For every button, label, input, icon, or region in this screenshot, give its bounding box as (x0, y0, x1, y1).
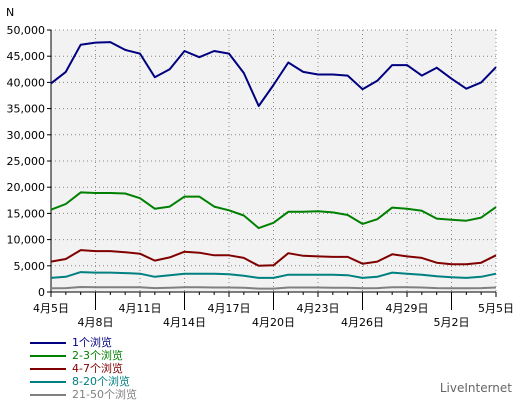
series-line-3 (50, 249, 497, 267)
legend-swatch (30, 355, 66, 357)
y-tick-label: 30,000 (7, 129, 46, 142)
line-chart: N 0 5,000 10,000 15,000 20,000 25,000 30,000 35… (6, 6, 514, 329)
x-tick-label: 4月14日 (163, 316, 206, 329)
y-tick-label: 25,000 (7, 155, 46, 168)
x-tick-label: 4月23日 (297, 302, 340, 315)
series-line-5 (50, 286, 497, 290)
y-tick-label: 45,000 (7, 50, 46, 63)
legend-label: 8-20个浏览 (72, 375, 130, 388)
x-tick-label: 5月2日 (434, 316, 470, 329)
legend-label: 2-3个浏览 (72, 349, 123, 362)
liveinternet-logo-text: LiveInternet (439, 381, 512, 395)
legend-label: 21-50个浏览 (72, 388, 137, 401)
series-line-4 (50, 271, 497, 279)
x-tick-label: 4月20日 (252, 316, 295, 329)
y-tick-label: 50,000 (7, 24, 46, 37)
series-line-2 (50, 191, 497, 230)
legend-swatch (30, 342, 66, 344)
y-tick-label: 10,000 (7, 234, 46, 247)
x-tick-label: 4月11日 (119, 302, 162, 315)
y-tick-label: 35,000 (7, 103, 46, 116)
x-tick-label: 4月8日 (78, 316, 114, 329)
y-tick-label: 20,000 (7, 181, 46, 194)
y-tick-label: 0 (38, 286, 45, 299)
legend-swatch (30, 381, 66, 383)
legend-swatch (30, 368, 66, 370)
x-tick-label: 4月5日 (33, 302, 69, 315)
y-tick-label: 5,000 (14, 260, 46, 273)
y-axis-label: N (6, 6, 14, 19)
x-tick-label: 5月5日 (478, 302, 514, 315)
y-tick-label: 40,000 (7, 76, 46, 89)
plot-area (51, 30, 496, 292)
y-tick-label: 15,000 (7, 207, 46, 220)
x-tick-label: 4月26日 (341, 316, 384, 329)
legend-swatch (30, 394, 66, 396)
x-tick-label: 4月17日 (208, 302, 251, 315)
legend-label: 1个浏览 (72, 336, 112, 349)
x-tick-label: 4月29日 (386, 302, 429, 315)
legend-label: 4-7个浏览 (72, 362, 123, 375)
series-line-1 (50, 41, 497, 107)
